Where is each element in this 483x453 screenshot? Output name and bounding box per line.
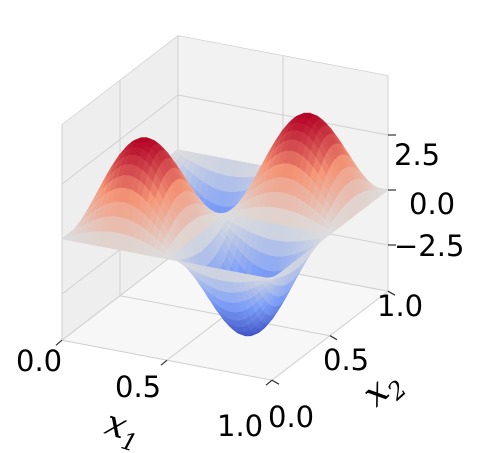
surface-cell-39-0 — [266, 276, 276, 280]
x2-tick-label-1.0: 1.0 — [377, 289, 423, 323]
z-tick-label-2.5: 2.5 — [394, 138, 440, 172]
x2-tick-mark-1 — [329, 335, 338, 341]
left-grid-z-2 — [61, 94, 179, 185]
x1-tick-mark-0 — [55, 339, 63, 346]
x1-tick-mark-1 — [160, 359, 168, 366]
x1-axis-label-sub: 1 — [118, 426, 141, 453]
z-tick-label-0.0: 0.0 — [409, 187, 455, 221]
axes-ticks — [55, 134, 396, 386]
surface-mesh — [61, 112, 389, 337]
x2-tick-label-0.0: 0.0 — [268, 400, 314, 434]
x1-tick-mark-2 — [265, 379, 273, 386]
x1-axis-label: x 1 — [100, 402, 141, 453]
x2-tick-label-0.5: 0.5 — [323, 343, 369, 377]
back-grid-z-2 — [177, 94, 389, 136]
x1-tick-label-1.0: 1.0 — [217, 409, 263, 443]
z-tick-label-minus-2.5: −2.5 — [394, 229, 464, 263]
x2-tick-mark-2 — [387, 290, 396, 296]
x2-tick-mark-0 — [271, 379, 280, 385]
x1-tick-label-0.0: 0.0 — [16, 344, 62, 378]
x1-tick-label-0.5: 0.5 — [115, 370, 161, 404]
